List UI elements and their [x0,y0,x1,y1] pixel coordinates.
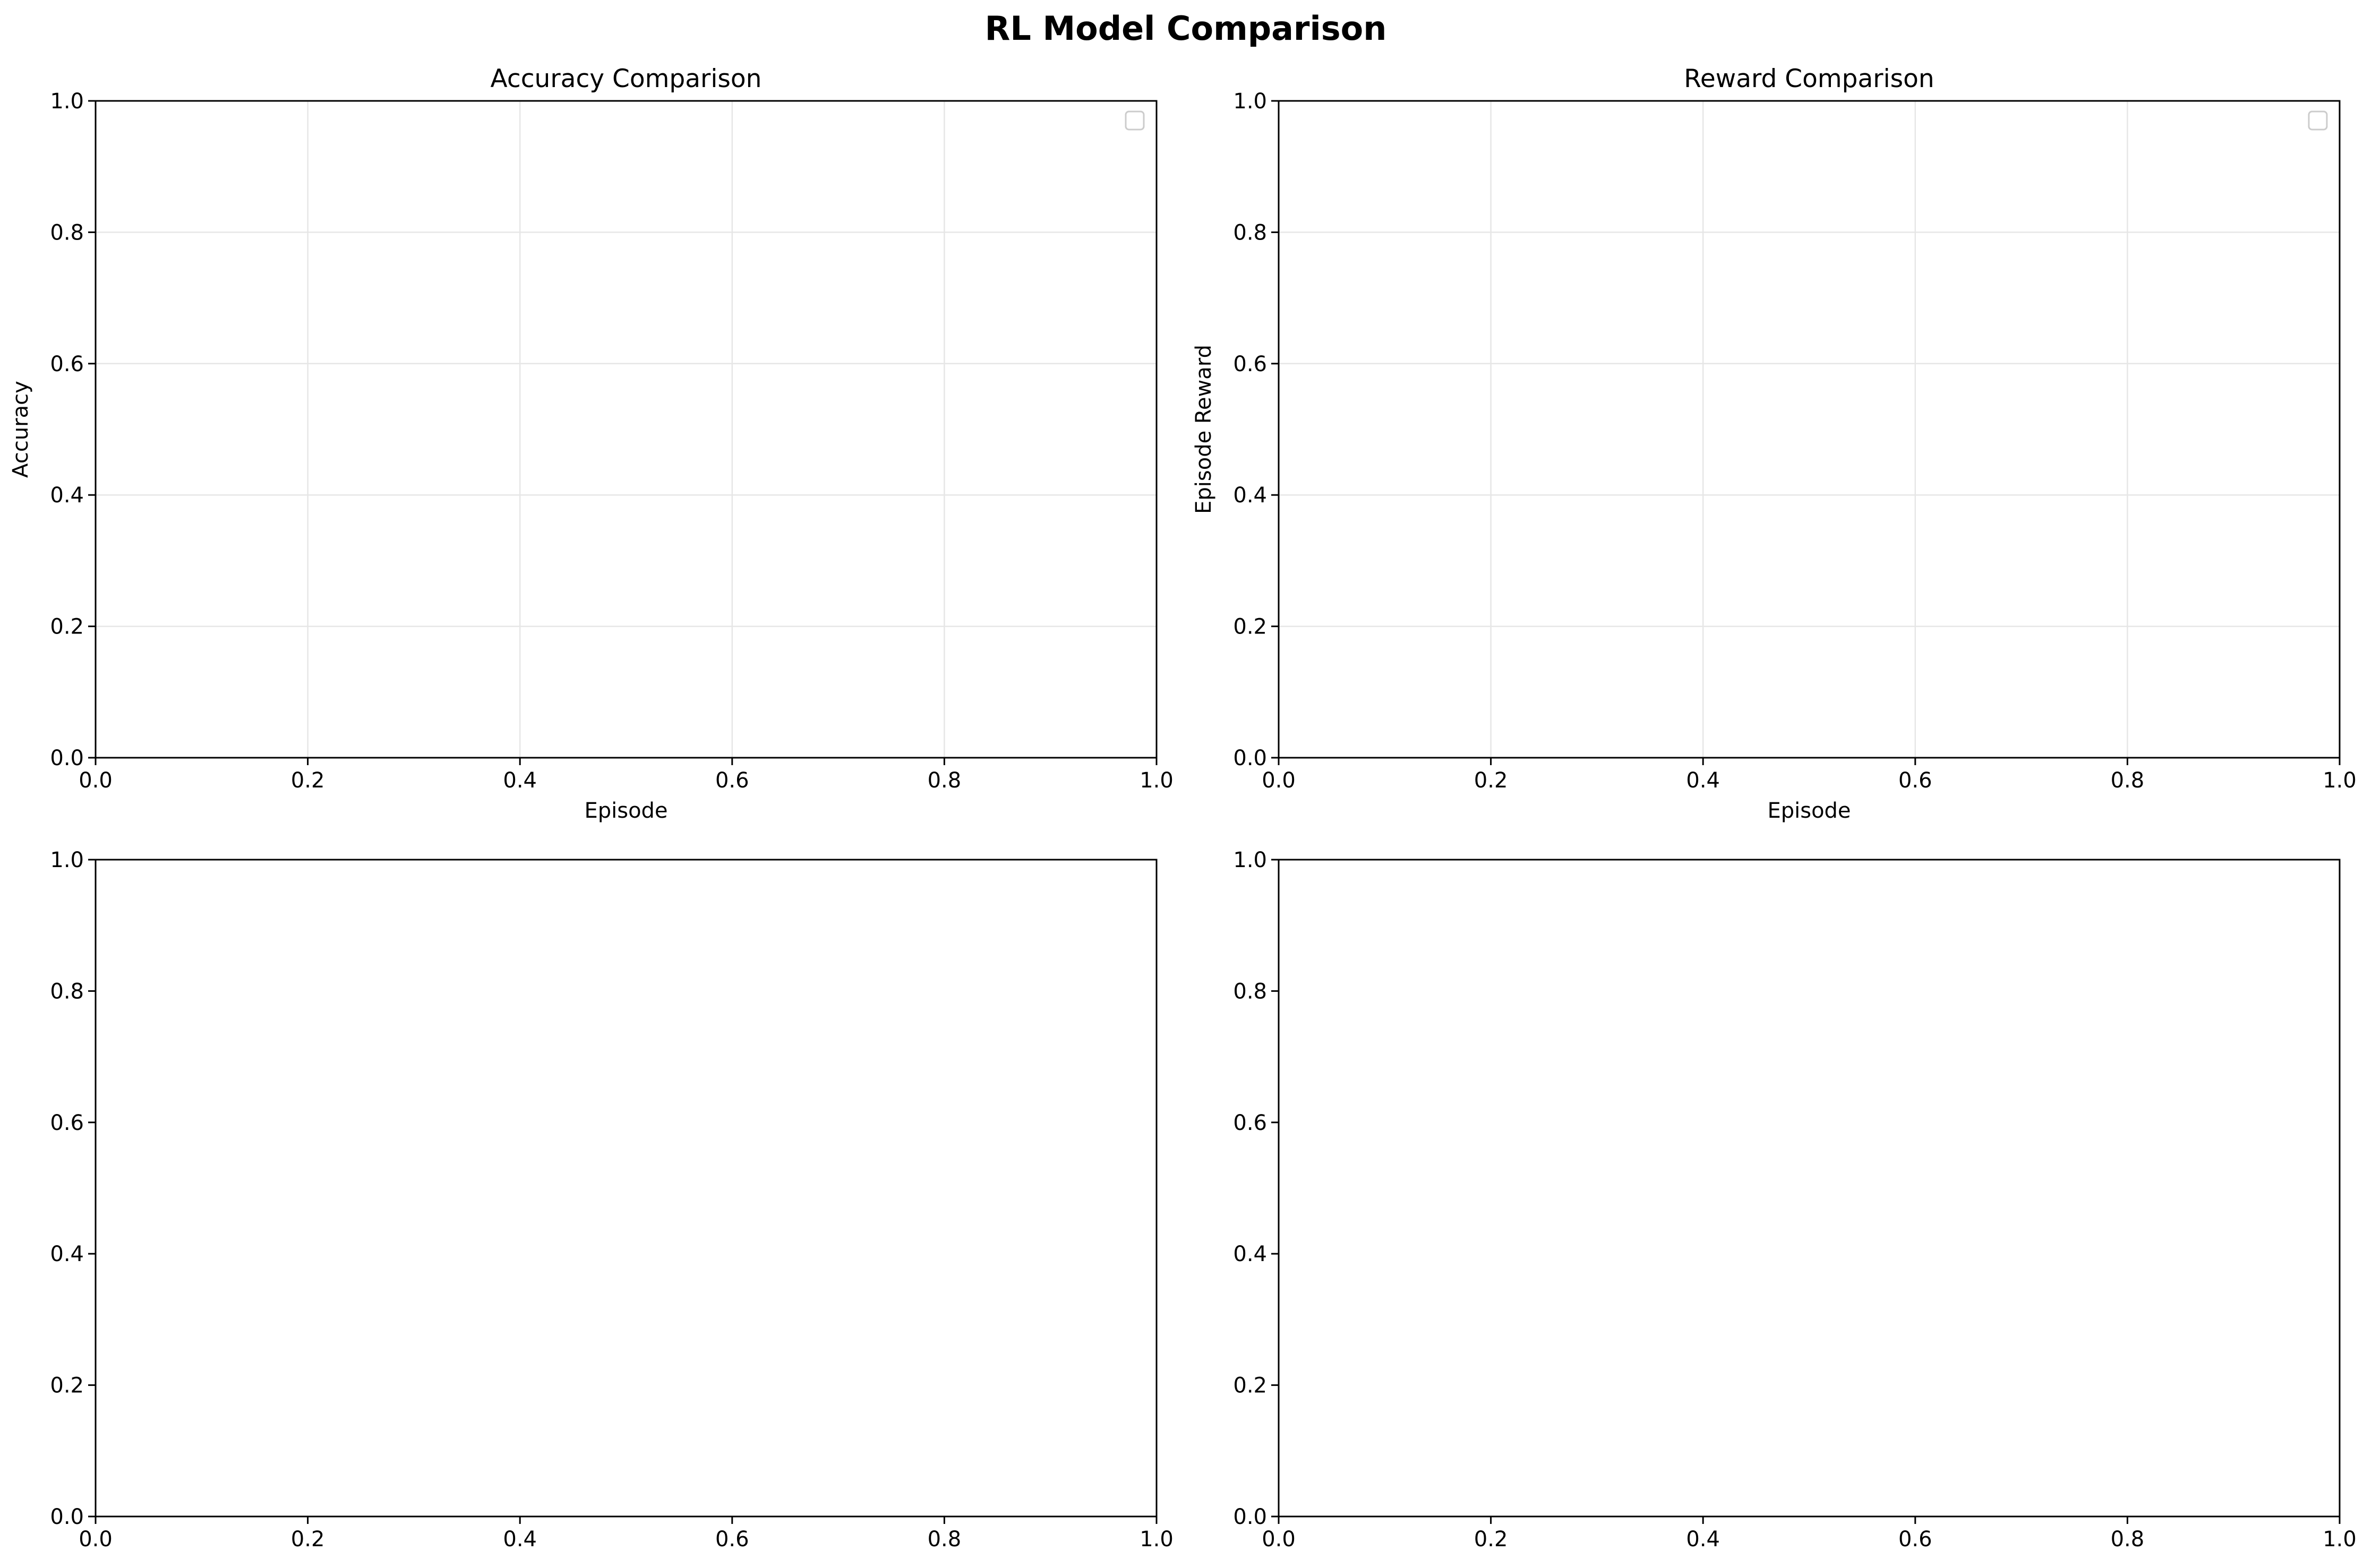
x-tick-label: 0.2 [291,768,325,793]
x-tick-label: 0.0 [1262,768,1296,793]
x-tick-label: 0.6 [715,1527,749,1552]
x-tick-label: 0.2 [291,1527,325,1552]
y-tick-label: 0.6 [50,1111,84,1135]
x-tick-label: 0.6 [1898,1527,1932,1552]
axes-frame [1278,859,2341,1518]
y-tick-label: 0.0 [50,746,84,770]
x-tick-label: 0.4 [1686,768,1720,793]
subplot-4: 0.0 0.2 0.4 0.6 0.8 1.0 0.0 0.2 0.4 0.6 0.8 1.0 [1233,848,2356,1552]
y-tick-label: 0.4 [50,1242,84,1266]
axes-frame [95,859,1158,1518]
x-tick-label: 0.0 [1262,1527,1296,1552]
x-tick-label: 0.6 [715,768,749,793]
x-tick-label: 1.0 [2323,1527,2357,1552]
x-tick-label: 0.2 [1474,1527,1508,1552]
legend-box [1125,110,1145,131]
legend-box [2308,110,2328,131]
y-tick-label: 0.8 [50,979,84,1004]
plot-area [96,101,1157,758]
axes-title: Reward Comparison [1684,64,1934,93]
x-tick-label: 0.2 [1474,768,1508,793]
x-axis-label: Episode [1767,799,1851,823]
y-tick-label: 1.0 [1233,848,1267,872]
axes-frame [1278,100,2341,759]
axes-title: Accuracy Comparison [491,64,762,93]
y-tick-label: 0.4 [1233,483,1267,508]
subplot-3: 0.0 0.2 0.4 0.6 0.8 1.0 0.0 0.2 0.4 0.6 0.8 1.0 [50,848,1173,1552]
x-tick-label: 0.0 [79,768,113,793]
plot-area [1279,860,2340,1516]
x-tick-label: 0.4 [503,768,537,793]
y-tick-label: 0.6 [1233,352,1267,376]
x-tick-label: 0.8 [928,768,962,793]
y-tick-label: 0.4 [50,483,84,508]
y-tick-label: 1.0 [1233,89,1267,114]
x-tick-label: 0.6 [1898,768,1932,793]
y-tick-label: 0.8 [50,220,84,245]
x-tick-label: 1.0 [1140,768,1174,793]
y-axis-label: Accuracy [8,381,33,478]
x-tick-label: 0.8 [2111,768,2145,793]
y-tick-label: 0.0 [1233,1505,1267,1529]
plot-area [1279,101,2340,758]
y-tick-label: 0.0 [1233,746,1267,770]
y-tick-label: 1.0 [50,848,84,872]
y-tick-label: 0.2 [50,615,84,639]
x-tick-label: 1.0 [1140,1527,1174,1552]
y-tick-label: 0.2 [50,1374,84,1398]
subplot-1: 0.0 0.2 0.4 0.6 0.8 1.0 0.0 0.2 0.4 0.6 0.8 1.0 Accu… [8,64,1174,823]
y-tick-label: 0.6 [50,352,84,376]
y-tick-label: 0.2 [1233,1374,1267,1398]
subplot-grid: 0.0 0.2 0.4 0.6 0.8 1.0 0.0 0.2 0.4 0.6 0.8 1.0 Accu… [8,64,2357,1552]
plot-area [96,860,1157,1516]
x-tick-label: 0.4 [1686,1527,1720,1552]
y-axis-label: Episode Reward [1192,345,1216,514]
y-tick-label: 0.8 [1233,220,1267,245]
x-axis-label: Episode [584,799,667,823]
subplot-2: 0.0 0.2 0.4 0.6 0.8 1.0 0.0 0.2 0.4 0.6 0.8 1.0 Rewa… [1192,64,2357,823]
y-tick-label: 1.0 [50,89,84,114]
y-tick-label: 0.0 [50,1505,84,1529]
x-tick-label: 0.0 [79,1527,113,1552]
y-tick-label: 0.6 [1233,1111,1267,1135]
x-tick-label: 0.8 [928,1527,962,1552]
y-tick-label: 0.4 [1233,1242,1267,1266]
x-tick-label: 0.8 [2111,1527,2145,1552]
axes-frame [95,100,1158,759]
x-tick-label: 1.0 [2323,768,2357,793]
y-tick-label: 0.8 [1233,979,1267,1004]
figure-title: RL Model Comparison [985,9,1387,48]
y-tick-label: 0.2 [1233,615,1267,639]
x-tick-label: 0.4 [503,1527,537,1552]
